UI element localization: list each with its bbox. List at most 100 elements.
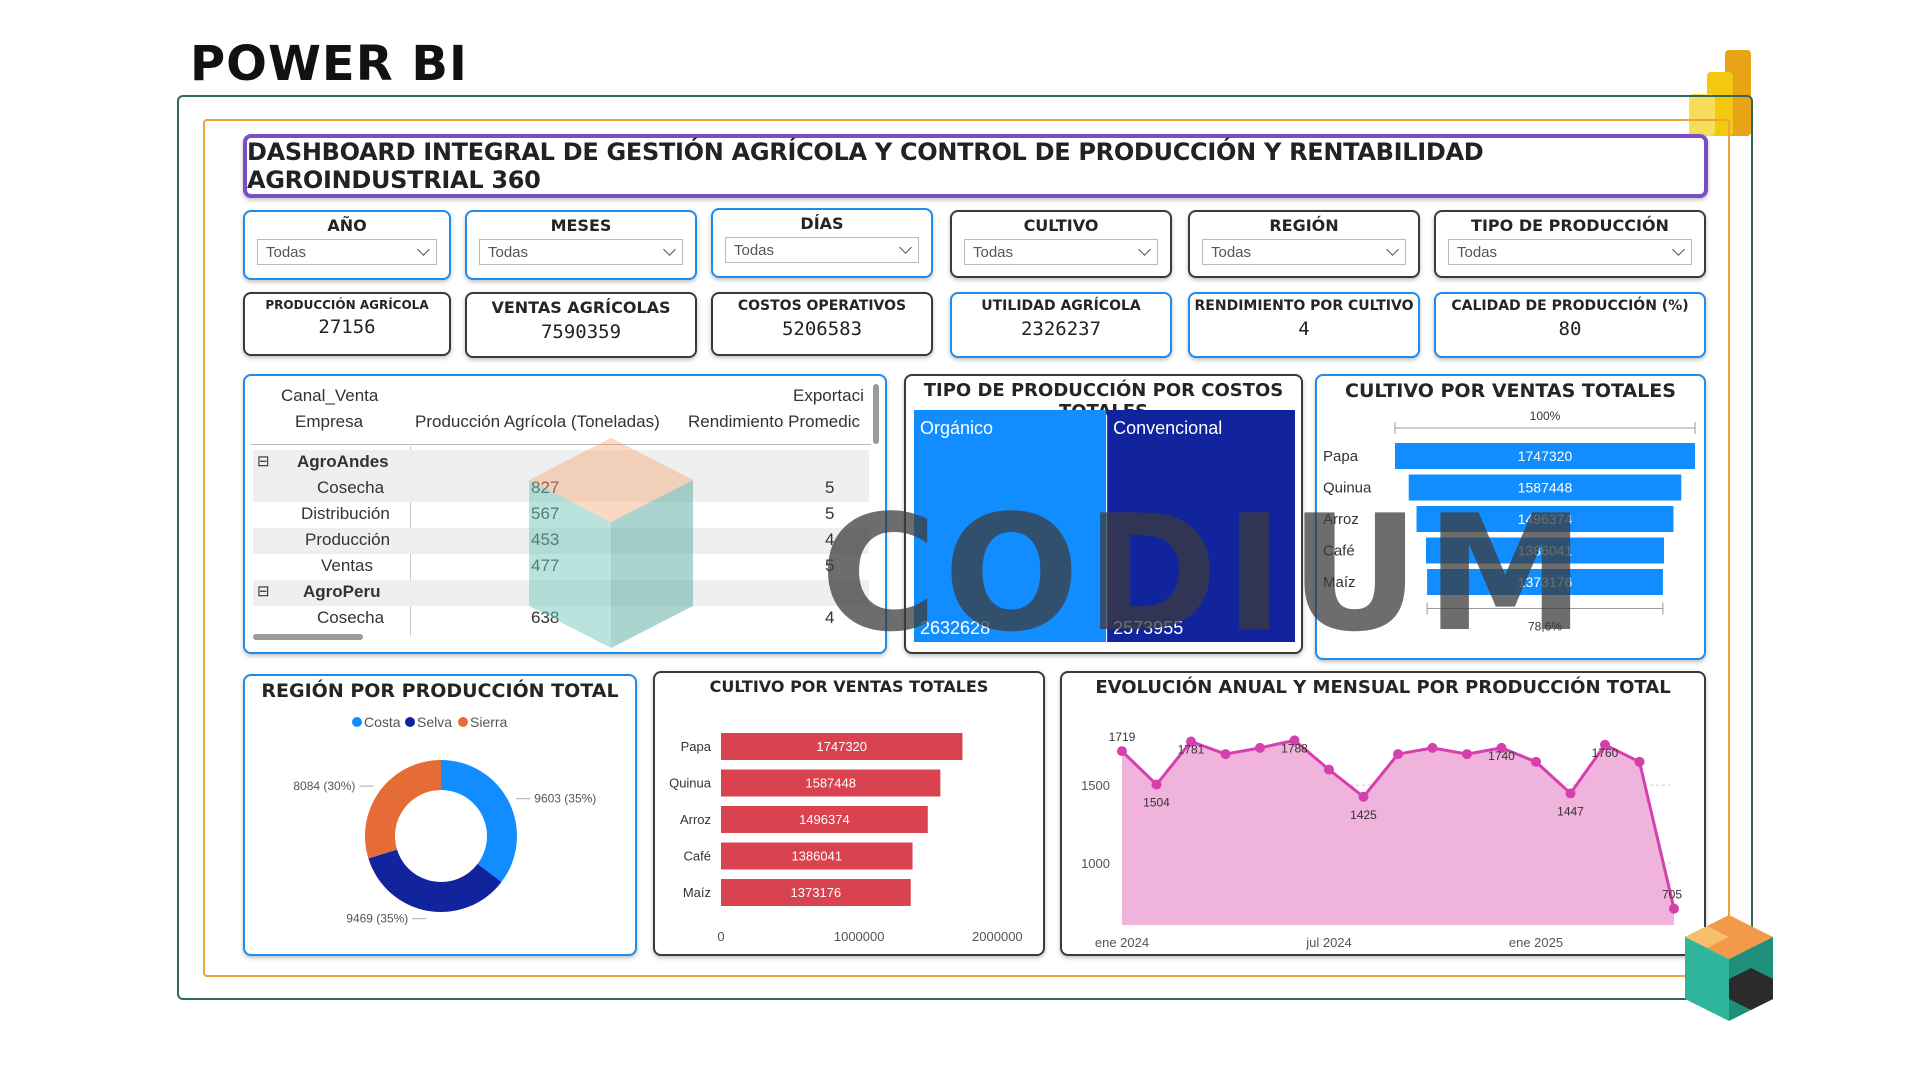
slicer-dropdown[interactable]: Todas: [725, 237, 919, 263]
matrix-cell: 5: [825, 478, 835, 497]
slicer-value: Todas: [1457, 243, 1498, 261]
data-point: [1289, 735, 1300, 746]
donut-slice: [368, 849, 502, 912]
kpi-value: 7590359: [540, 321, 622, 343]
matrix-cell: 4: [825, 530, 835, 549]
treemap-visual[interactable]: TIPO DE PRODUCCIÓN POR COSTOS TOTALES Or…: [904, 374, 1303, 654]
data-point-label: 1781: [1178, 742, 1205, 756]
data-point-label: 1504: [1143, 796, 1170, 810]
slicer-production-type[interactable]: TIPO DE PRODUCCIÓN Todas: [1434, 210, 1706, 278]
matrix-header: Producción Agrícola (Toneladas): [415, 412, 660, 431]
funnel-visual[interactable]: CULTIVO POR VENTAS TOTALES 100% 1747320 Pa…: [1315, 374, 1706, 660]
horizontal-scrollbar[interactable]: [253, 634, 363, 640]
slicer-region[interactable]: REGIÓN Todas: [1188, 210, 1420, 278]
slicer-day[interactable]: DÍAS Todas: [711, 208, 933, 278]
data-point: [1151, 779, 1162, 790]
bar-visual[interactable]: CULTIVO POR VENTAS TOTALES 1747320 Papa 15…: [653, 671, 1045, 956]
kpi-label: VENTAS AGRÍCOLAS: [491, 298, 671, 317]
slicer-year[interactable]: AÑO Todas: [243, 210, 451, 280]
donut-data-label: 9603 (35%): [534, 792, 596, 806]
funnel-bar: [1427, 569, 1663, 595]
slicer-crop[interactable]: CULTIVO Todas: [950, 210, 1172, 278]
legend-label: Selva: [417, 714, 452, 730]
y-tick-label: 1000: [1081, 856, 1110, 871]
funnel-bar-value: 1587448: [1518, 480, 1573, 496]
matrix-visual[interactable]: Canal_Venta Exportaci Empresa Producción…: [243, 374, 887, 654]
slicer-dropdown[interactable]: Todas: [257, 239, 437, 265]
slicer-dropdown[interactable]: Todas: [964, 239, 1158, 265]
data-point-label: 1719: [1109, 730, 1136, 744]
matrix-row-label: Producción: [305, 530, 391, 549]
slicer-label: CULTIVO: [1023, 216, 1099, 235]
funnel-bar-value: 1747320: [1518, 448, 1573, 464]
bar-chart[interactable]: 1747320 Papa 1587448 Quinua 1496374 Arroz 1386…: [655, 701, 1043, 955]
chevron-down-icon: [1672, 243, 1685, 256]
y-tick-label: 1500: [1081, 778, 1110, 793]
data-point: [1634, 756, 1645, 767]
kpi-card-costs: COSTOS OPERATIVOS 5206583: [711, 292, 933, 356]
x-tick-label: 2000000: [972, 929, 1023, 944]
matrix-row-label: Distribución: [301, 504, 390, 523]
kpi-label: COSTOS OPERATIVOS: [737, 298, 907, 314]
matrix-row-label: Ventas: [321, 556, 373, 575]
data-point: [1255, 742, 1265, 753]
cube-watermark-icon: [529, 438, 693, 648]
funnel-bar: [1416, 506, 1674, 532]
donut-chart[interactable]: Costa Selva Sierra 9603 (35%) 9469 (35%) 8084…: [245, 706, 635, 954]
codium-cube-logo: [1685, 915, 1773, 1021]
legend-label: Costa: [364, 714, 401, 730]
funnel-bar-value: 1496374: [1518, 511, 1573, 527]
collapse-icon[interactable]: ⊟: [257, 453, 270, 470]
x-tick-label: ene 2024: [1095, 935, 1149, 950]
data-point: [1186, 736, 1196, 747]
row-band: [253, 450, 869, 476]
donut-slice: [365, 760, 441, 859]
slicer-month[interactable]: MESES Todas: [465, 210, 697, 280]
slicer-dropdown[interactable]: Todas: [1448, 239, 1692, 265]
area-chart[interactable]: 1500 1000 1719 1504 1781 1788 1425 1740 1447 1760…: [1062, 703, 1704, 955]
funnel-category-label: Papa: [1323, 448, 1359, 465]
visual-title: CULTIVO POR VENTAS TOTALES: [1345, 380, 1676, 402]
legend-marker: [458, 717, 468, 727]
funnel-category-label: Arroz: [1323, 511, 1359, 528]
bar-value-label: 1587448: [805, 776, 856, 791]
bar: [721, 769, 941, 797]
matrix-group-row[interactable]: AgroAndes: [297, 452, 389, 471]
data-point-label: 1425: [1350, 808, 1377, 822]
donut-visual[interactable]: REGIÓN POR PRODUCCIÓN TOTAL Costa Selva Si…: [243, 674, 637, 956]
kpi-card-quality: CALIDAD DE PRODUCCIÓN (%) 80: [1434, 292, 1706, 358]
matrix-cell: 5: [825, 556, 835, 575]
kpi-label: CALIDAD DE PRODUCCIÓN (%): [1451, 298, 1689, 314]
matrix-header: Empresa: [295, 412, 364, 431]
treemap-chart[interactable]: Orgánico 2632628 Convencional 2573955: [914, 410, 1296, 642]
slicer-label: TIPO DE PRODUCCIÓN: [1471, 216, 1669, 235]
funnel-bottom-label: 78,6%: [1528, 620, 1562, 634]
bar-category-label: Café: [684, 849, 711, 864]
funnel-chart[interactable]: 100% 1747320 Papa 1587448 Quinua 1496374 Arroz…: [1317, 408, 1704, 658]
slicer-value: Todas: [973, 243, 1014, 261]
slicer-dropdown[interactable]: Todas: [479, 239, 683, 265]
slicer-dropdown[interactable]: Todas: [1202, 239, 1406, 265]
bar: [721, 806, 928, 833]
legend-marker: [405, 717, 415, 727]
chevron-down-icon: [417, 243, 430, 256]
bar-value-label: 1373176: [791, 885, 842, 900]
bar: [721, 879, 911, 906]
kpi-value: 27156: [318, 316, 376, 338]
data-point: [1220, 749, 1231, 760]
matrix-header: Exportaci: [793, 386, 864, 405]
header-divider: [251, 444, 871, 445]
donut-data-label: 8084 (30%): [293, 779, 355, 793]
matrix-row-label: Cosecha: [317, 608, 385, 627]
vertical-scrollbar[interactable]: [873, 384, 879, 444]
kpi-value: 4: [1298, 318, 1310, 340]
collapse-icon[interactable]: ⊟: [257, 583, 270, 600]
area-visual[interactable]: EVOLUCIÓN ANUAL Y MENSUAL POR PRODUCCIÓN…: [1060, 671, 1706, 956]
legend-label: Sierra: [470, 714, 508, 730]
kpi-value: 5206583: [781, 318, 863, 340]
funnel-category-label: Café: [1323, 543, 1355, 560]
treemap-tile-label: Orgánico: [920, 418, 993, 438]
donut-data-label: 9469 (35%): [346, 912, 408, 926]
chevron-down-icon: [663, 243, 676, 256]
matrix-group-row[interactable]: AgroPeru: [303, 582, 381, 601]
